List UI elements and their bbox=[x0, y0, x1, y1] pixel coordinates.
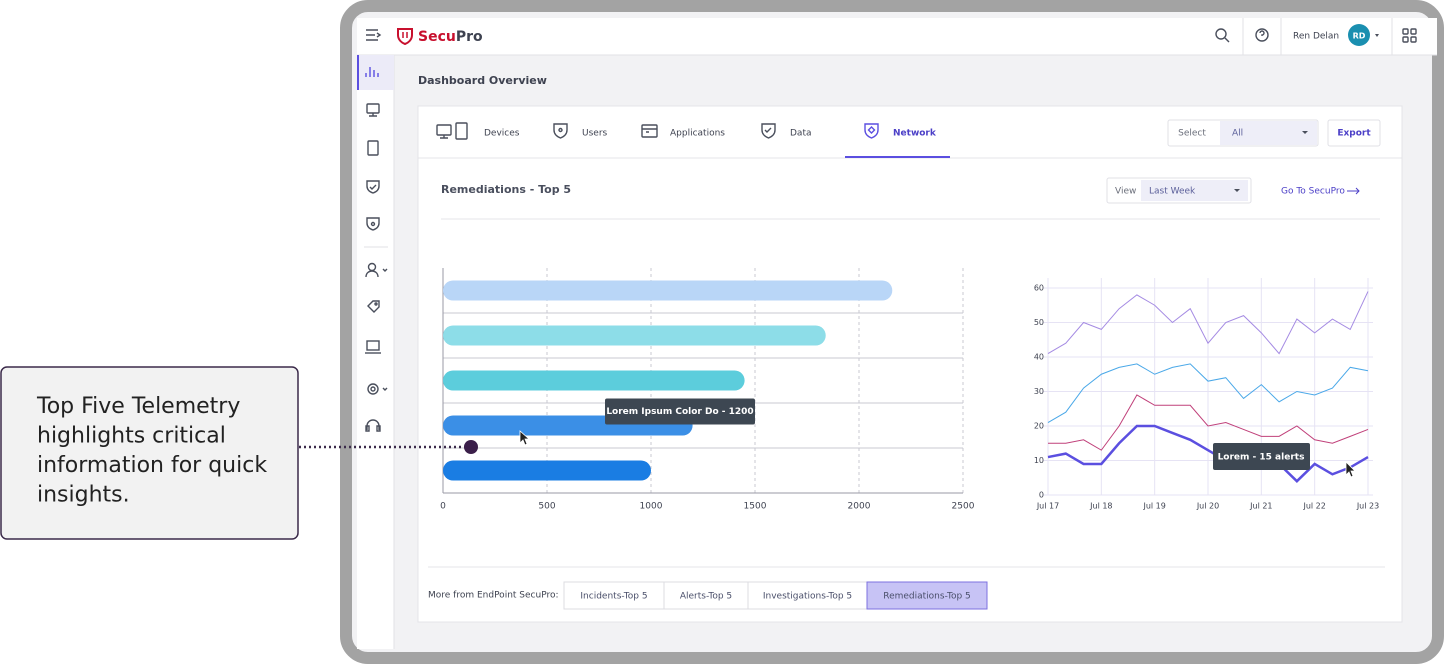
tooltip bbox=[1213, 443, 1310, 470]
bar bbox=[443, 280, 893, 301]
sidebar-icons[interactable] bbox=[365, 67, 388, 432]
footer-button[interactable] bbox=[663, 581, 749, 610]
cursor bbox=[1345, 461, 1356, 478]
x-tick-label: Jul 20 bbox=[1196, 502, 1219, 511]
sidebar bbox=[357, 55, 394, 649]
export-button[interactable] bbox=[1327, 119, 1381, 147]
tooltip-text: Lorem Ipsum Color Do - 1200 bbox=[606, 407, 753, 417]
callout-box bbox=[0, 366, 299, 540]
callout-dot bbox=[464, 440, 478, 454]
export-label: Export bbox=[1337, 129, 1371, 139]
x-tick-label: Jul 18 bbox=[1089, 502, 1112, 511]
y-tick-label: 50 bbox=[1034, 318, 1044, 327]
footer-button-label: Investigations-Top 5 bbox=[763, 592, 852, 602]
series-line bbox=[1047, 291, 1369, 355]
y-tick-label: 10 bbox=[1034, 456, 1044, 465]
panel-title: Remediations - Top 5 bbox=[441, 183, 571, 196]
series-line bbox=[1047, 363, 1369, 423]
view-value: Last Week bbox=[1149, 187, 1196, 197]
brand: SecuPro bbox=[418, 29, 483, 45]
tab-icons bbox=[436, 122, 879, 140]
bar-chart: 0 500 1000 1500 2000 2500 Lorem Ipsum Color Do… bbox=[440, 268, 975, 512]
callout-line: Top Five Telemetry bbox=[36, 394, 240, 419]
footer-button-label: Remediations-Top 5 bbox=[883, 592, 971, 602]
x-tick-label: 1000 bbox=[640, 502, 663, 512]
x-tick-label: 0 bbox=[440, 502, 446, 512]
footer-buttons: Incidents-Top 5 Alerts-Top 5 Investigation… bbox=[563, 581, 988, 610]
line-chart: 0 10 20 30 40 50 60 Jul 17 Jul 18 Jul 19 Jul 20 Jul… bbox=[1034, 278, 1379, 511]
footer-label: More from EndPoint SecuPro: bbox=[428, 591, 559, 601]
x-tick-label: Jul 21 bbox=[1249, 502, 1272, 511]
footer-button[interactable] bbox=[866, 581, 988, 610]
page-title: Dashboard Overview bbox=[418, 74, 547, 87]
bar bbox=[443, 460, 651, 481]
avatar[interactable] bbox=[1348, 24, 1370, 46]
bar bbox=[443, 370, 745, 391]
x-tick-label: 2000 bbox=[848, 502, 871, 512]
footer-button-label: Incidents-Top 5 bbox=[580, 592, 647, 602]
footer-button-label: Alerts-Top 5 bbox=[680, 592, 732, 602]
y-tick-label: 30 bbox=[1034, 387, 1044, 396]
select-label: Select bbox=[1178, 129, 1206, 139]
y-tick-label: 60 bbox=[1034, 284, 1044, 293]
x-tick-label: 1500 bbox=[744, 502, 767, 512]
sidebar-active bbox=[357, 55, 394, 90]
tab[interactable]: Users bbox=[582, 129, 608, 139]
apps-icon[interactable] bbox=[1402, 28, 1417, 43]
x-tick-label: Jul 22 bbox=[1302, 502, 1325, 511]
callout-line: highlights critical bbox=[37, 424, 226, 449]
brand-suffix: Pro bbox=[456, 29, 483, 45]
series-line bbox=[1048, 394, 1369, 451]
x-tick-label: Jul 19 bbox=[1142, 502, 1165, 511]
tab-underline bbox=[845, 156, 950, 158]
x-tick-label: Jul 23 bbox=[1356, 502, 1379, 511]
tab[interactable]: Applications bbox=[670, 129, 725, 139]
search-icon[interactable] bbox=[1215, 28, 1230, 43]
y-tick-label: 0 bbox=[1039, 491, 1044, 500]
tabs: Devices Users Applications Data Network bbox=[484, 129, 950, 158]
y-tick-label: 20 bbox=[1034, 422, 1044, 431]
x-tick-label: 500 bbox=[538, 502, 555, 512]
view-label: View bbox=[1115, 187, 1136, 197]
y-tick-label: 40 bbox=[1034, 353, 1044, 362]
help-icon[interactable] bbox=[1255, 28, 1269, 42]
select-value: All bbox=[1232, 129, 1243, 139]
logo bbox=[397, 28, 413, 46]
tooltip bbox=[605, 398, 755, 425]
avatar-initials: RD bbox=[1353, 32, 1366, 41]
callout-line: information for quick bbox=[37, 453, 267, 478]
top-bar bbox=[357, 18, 1437, 55]
tab[interactable]: Data bbox=[790, 129, 812, 139]
x-tick-label: 2500 bbox=[952, 502, 975, 512]
series-line bbox=[1047, 424, 1369, 483]
tooltip-text: Lorem - 15 alerts bbox=[1218, 453, 1305, 463]
tab[interactable]: Network bbox=[893, 129, 937, 139]
x-tick-label: Jul 17 bbox=[1036, 502, 1059, 511]
callout-line: insights. bbox=[37, 483, 130, 508]
user-name[interactable]: Ren Delan bbox=[1293, 32, 1339, 42]
brand-prefix: Secu bbox=[418, 29, 456, 45]
cursor bbox=[519, 430, 531, 446]
callout-text: Top Five Telemetry highlights critical inf… bbox=[36, 394, 267, 508]
go-link[interactable]: Go To SecuPro bbox=[1281, 187, 1345, 197]
tab[interactable]: Devices bbox=[484, 129, 520, 139]
menu-icon[interactable] bbox=[366, 29, 382, 41]
bar bbox=[443, 325, 826, 346]
